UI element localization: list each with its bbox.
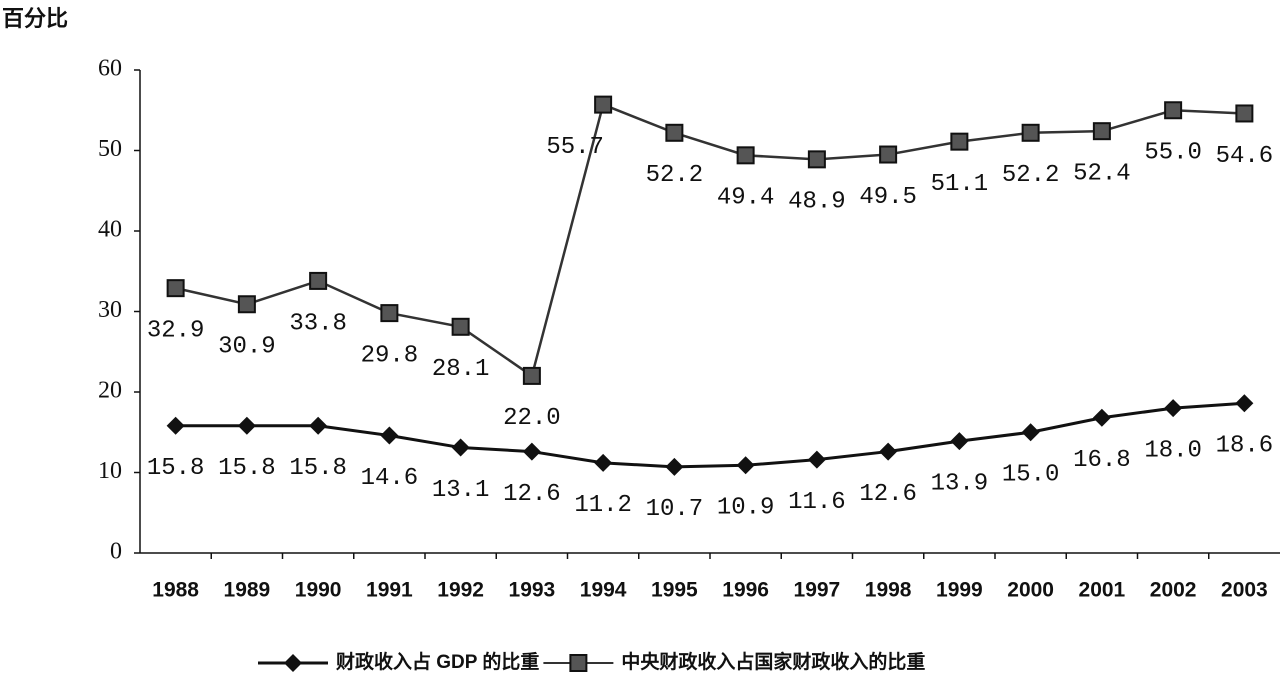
series-line xyxy=(175,102,1245,378)
x-tick-label: 2003 xyxy=(1221,579,1268,602)
data-label: 30.9 xyxy=(218,334,276,361)
point-marker xyxy=(166,416,185,435)
x-tick-label: 1998 xyxy=(865,579,912,602)
point-marker xyxy=(879,145,898,164)
point-marker xyxy=(807,450,826,469)
point-marker xyxy=(950,132,969,151)
x-tick-label: 1996 xyxy=(722,579,769,602)
y-tick-label: 40 xyxy=(98,217,122,243)
point-marker xyxy=(451,317,470,336)
data-label: 49.4 xyxy=(717,185,775,212)
data-label: 13.1 xyxy=(432,477,490,504)
point-marker xyxy=(380,426,399,445)
data-label: 52.4 xyxy=(1073,161,1131,188)
data-label: 18.0 xyxy=(1144,437,1202,464)
data-label: 32.9 xyxy=(147,317,205,344)
point-marker xyxy=(166,279,185,298)
data-label: 55.7 xyxy=(546,134,604,161)
data-label: 13.9 xyxy=(931,470,989,497)
point-marker xyxy=(1092,122,1111,141)
legend-marker xyxy=(569,654,588,672)
data-label: 12.6 xyxy=(503,481,561,508)
data-label: 49.5 xyxy=(859,184,917,211)
data-label: 16.8 xyxy=(1073,447,1131,474)
data-label: 29.8 xyxy=(361,342,419,369)
data-label: 10.9 xyxy=(717,495,775,522)
point-marker xyxy=(1235,394,1254,413)
y-tick-label: 60 xyxy=(98,56,122,82)
x-tick-label: 2000 xyxy=(1007,579,1054,602)
x-tick-label: 2001 xyxy=(1079,579,1126,602)
point-marker xyxy=(665,123,684,142)
data-label: 15.8 xyxy=(218,455,276,482)
point-marker xyxy=(237,416,256,435)
point-marker xyxy=(594,453,613,472)
point-marker xyxy=(380,304,399,323)
data-label: 52.2 xyxy=(1002,162,1060,189)
x-tick-label: 1995 xyxy=(651,579,698,602)
point-marker xyxy=(237,295,256,314)
data-label: 33.8 xyxy=(289,310,347,337)
y-tick-label: 20 xyxy=(98,378,122,404)
point-marker xyxy=(1092,408,1111,427)
x-tick-label: 1993 xyxy=(509,579,556,602)
legend-label: 财政收入占 GDP 的比重 xyxy=(336,650,539,673)
point-marker xyxy=(950,432,969,451)
x-tick-label: 1994 xyxy=(580,579,627,602)
data-label: 18.6 xyxy=(1216,433,1274,460)
point-marker xyxy=(309,416,328,435)
y-axis-label: 百分比 xyxy=(2,6,68,31)
point-marker xyxy=(1021,123,1040,142)
x-tick-label: 1992 xyxy=(437,579,484,602)
data-label: 22.0 xyxy=(503,405,561,432)
x-tick-label: 1991 xyxy=(366,579,413,602)
point-marker xyxy=(1021,423,1040,442)
point-marker xyxy=(665,457,684,476)
x-tick-label: 1990 xyxy=(295,579,342,602)
data-label: 15.0 xyxy=(1002,462,1060,489)
x-tick-label: 1997 xyxy=(794,579,841,602)
point-marker xyxy=(594,95,613,114)
data-label: 11.2 xyxy=(574,492,632,519)
data-label: 54.6 xyxy=(1216,143,1274,170)
y-tick-label: 0 xyxy=(110,539,122,565)
x-tick-label: 2002 xyxy=(1150,579,1197,602)
data-label: 10.7 xyxy=(646,496,704,523)
x-tick-label: 1999 xyxy=(936,579,983,602)
point-marker xyxy=(451,438,470,457)
data-label: 15.8 xyxy=(147,455,205,482)
point-marker xyxy=(736,456,755,475)
data-label: 12.6 xyxy=(859,481,917,508)
y-tick-label: 30 xyxy=(98,297,122,323)
data-label: 51.1 xyxy=(931,171,989,198)
data-label: 55.0 xyxy=(1144,140,1202,167)
point-marker xyxy=(1235,104,1254,123)
data-label: 15.8 xyxy=(289,455,347,482)
point-marker xyxy=(1164,101,1183,120)
data-label: 28.1 xyxy=(432,356,490,383)
point-marker xyxy=(522,442,541,461)
point-marker xyxy=(522,366,541,385)
x-tick-label: 1988 xyxy=(152,579,199,602)
y-tick-label: 50 xyxy=(98,136,122,162)
series-line xyxy=(175,401,1245,469)
point-marker xyxy=(1164,399,1183,418)
legend-label: 中央财政收入占国家财政收入的比重 xyxy=(621,650,925,673)
point-marker xyxy=(807,150,826,169)
data-label: 52.2 xyxy=(646,162,704,189)
point-marker xyxy=(879,442,898,461)
data-label: 11.6 xyxy=(788,489,846,516)
data-label: 48.9 xyxy=(788,189,846,216)
point-marker xyxy=(736,146,755,165)
legend-marker xyxy=(284,654,302,672)
data-label: 14.6 xyxy=(361,465,419,492)
y-tick-label: 10 xyxy=(98,458,122,484)
point-marker xyxy=(309,271,328,290)
x-tick-label: 1989 xyxy=(224,579,271,602)
